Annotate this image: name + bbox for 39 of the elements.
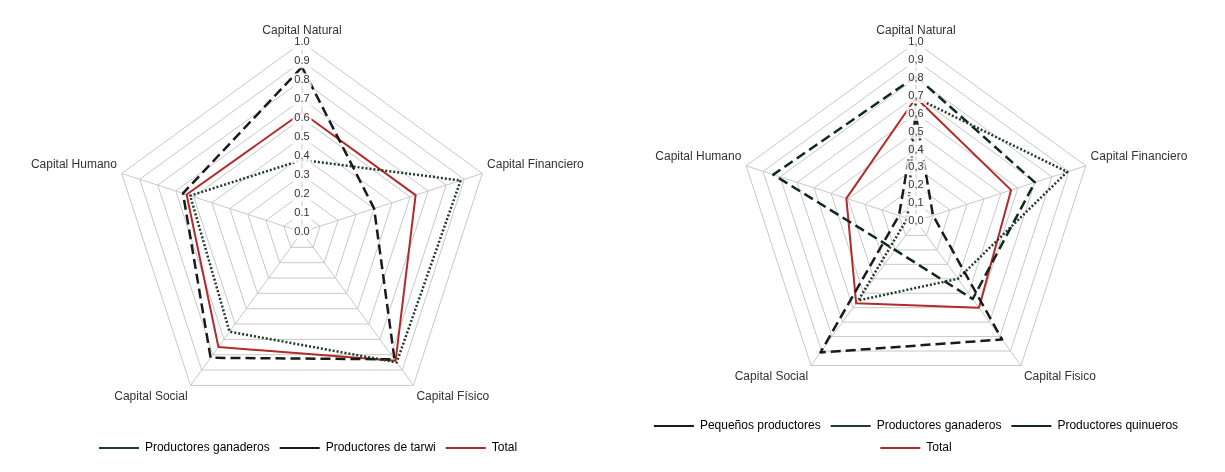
y-tick-label: 0,9 xyxy=(908,53,924,66)
spoke-label: Capital Físico xyxy=(416,388,490,403)
y-tick-label: 0.4 xyxy=(294,149,310,162)
legend-label: Total xyxy=(491,440,518,455)
y-tick-label: 0.0 xyxy=(294,225,310,238)
y-tick-label: 0.3 xyxy=(294,168,310,181)
spoke-label: Capital Natural xyxy=(262,22,342,37)
y-tick-label: 0,7 xyxy=(908,89,924,102)
y-tick-label: 0,3 xyxy=(908,160,924,173)
y-tick-label: 0,4 xyxy=(908,142,924,155)
y-tick-label: 0.6 xyxy=(294,111,310,124)
y-tick-label: 0.5 xyxy=(294,130,310,143)
spoke-label: Capital Humano xyxy=(655,149,742,164)
spoke-label: Capital Social xyxy=(734,369,809,384)
y-tick-label: 1,0 xyxy=(908,35,924,48)
legend-label: Total xyxy=(926,440,952,455)
y-tick-label: 0.2 xyxy=(294,187,310,200)
legend-label: Pequeños productores xyxy=(699,418,821,433)
spoke-label: Capital Financiero xyxy=(487,156,585,171)
y-tick-label: 1.0 xyxy=(294,35,310,48)
y-tick-label: 0,0 xyxy=(908,214,924,227)
legend-label: Productores ganaderos xyxy=(876,418,1002,433)
spoke-label: Capital Financiero xyxy=(1090,149,1188,164)
legend-label: Productores quinueros xyxy=(1057,418,1179,433)
y-tick-label: 0.1 xyxy=(294,206,310,219)
y-tick-label: 0.8 xyxy=(294,73,310,86)
y-tick-label: 0.9 xyxy=(294,54,310,67)
spoke-label: Capital Fisico xyxy=(1023,369,1097,384)
spoke-label: Capital Social xyxy=(114,388,188,403)
y-tick-label: 0,2 xyxy=(908,178,924,191)
spoke-label: Capital Humano xyxy=(30,156,118,171)
spoke-label: Capital Natural xyxy=(876,22,956,37)
y-tick-label: 0,1 xyxy=(908,196,924,209)
y-tick-label: 0.7 xyxy=(294,92,310,105)
y-tick-label: 0,8 xyxy=(908,71,924,84)
y-tick-label: 0,5 xyxy=(908,124,924,137)
legend-label: Productores ganaderos xyxy=(144,440,270,455)
legend-label: Productores de tarwi xyxy=(325,440,436,455)
y-tick-label: 0,6 xyxy=(908,106,924,119)
